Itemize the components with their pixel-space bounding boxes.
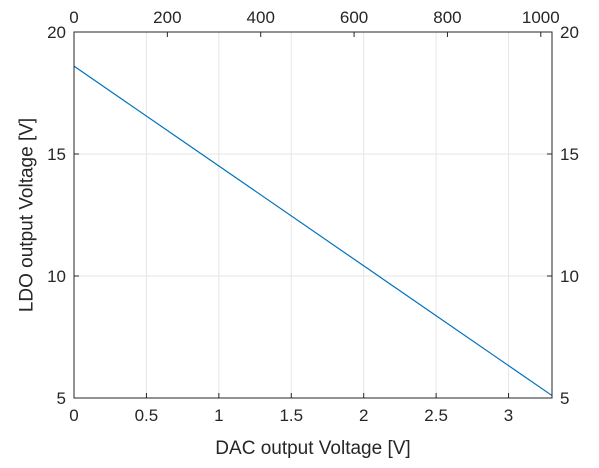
- x-tick-label: 2: [359, 406, 368, 425]
- tick-labels: 0 0.5 1 1.5 2 2.5 3 0 200 400 600 800 1000 5 5 10 10 15 15…: [47, 8, 579, 425]
- x2-tick-label: 800: [433, 8, 461, 27]
- series-layer: [73, 65, 553, 397]
- y2-tick-label: 15: [560, 145, 579, 164]
- tick-marks: [73, 31, 552, 399]
- grid-lines: [73, 31, 552, 399]
- x2-tick-label: 400: [247, 8, 275, 27]
- x-tick-label: 1: [214, 406, 223, 425]
- y-tick-label: 10: [47, 267, 66, 286]
- x2-tick-label: 0: [69, 8, 78, 27]
- x-tick-label: 0: [69, 406, 78, 425]
- x-axis-label: DAC output Voltage [V]: [215, 438, 410, 459]
- y2-tick-label: 20: [560, 23, 579, 42]
- y-axis-label: LDO output Voltage [V]: [17, 118, 38, 312]
- x2-tick-label: 1000: [522, 8, 560, 27]
- x2-tick-label: 200: [153, 8, 181, 27]
- y-tick-label: 5: [57, 389, 66, 408]
- y-tick-label: 15: [47, 145, 66, 164]
- x-tick-label: 3: [504, 406, 513, 425]
- x-tick-label: 1.5: [279, 406, 303, 425]
- x-tick-label: 0.5: [135, 406, 159, 425]
- x-tick-label: 2.5: [424, 406, 448, 425]
- series-line: [73, 65, 553, 397]
- plot-frame: [73, 31, 553, 399]
- y-tick-label: 20: [47, 23, 66, 42]
- y2-tick-label: 10: [560, 267, 579, 286]
- x2-tick-label: 600: [340, 8, 368, 27]
- y2-tick-label: 5: [560, 389, 569, 408]
